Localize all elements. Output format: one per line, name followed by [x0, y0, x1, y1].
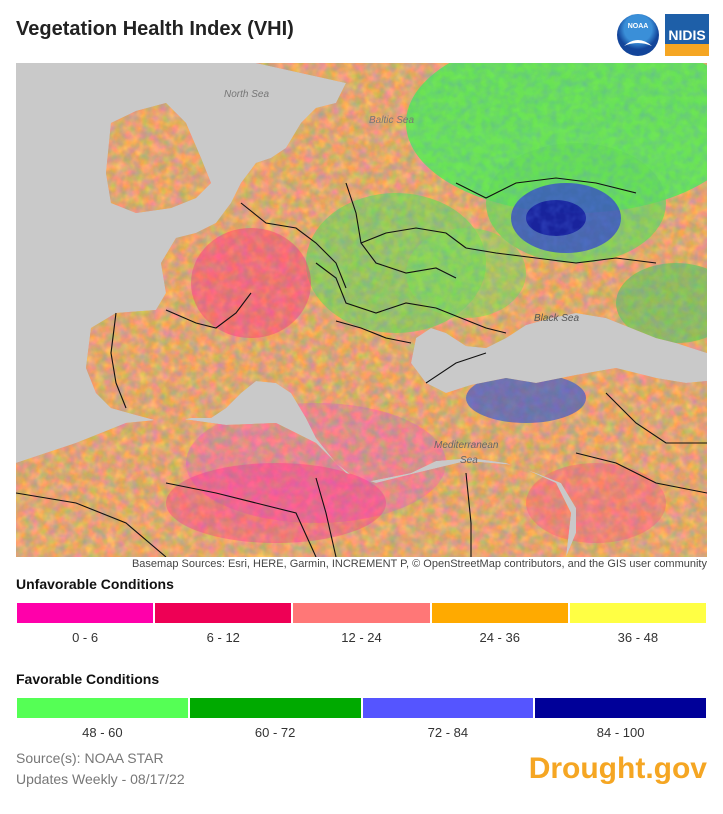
legend-label-72-84: 72 - 84: [427, 725, 469, 740]
legend-label-36-48: 36 - 48: [617, 630, 659, 645]
nidis-logo-bar: [665, 44, 709, 56]
unfavorable-legend-swatches: [16, 602, 708, 624]
legend-swatch-6-12: [154, 602, 293, 624]
map-attribution: Basemap Sources: Esri, HERE, Garmin, INC…: [131, 558, 707, 570]
unfavorable-legend-labels: 0 - 6 6 - 12 12 - 24 24 - 36 36 - 48: [16, 630, 707, 645]
favorable-legend-swatches: [16, 697, 707, 719]
nidis-logo-text: NIDIS: [668, 27, 706, 43]
legend-swatch-0-6: [16, 602, 155, 624]
legend-label-12-24: 12 - 24: [341, 630, 382, 645]
map-label-mediterranean: Mediterranean: [434, 440, 499, 451]
favorable-legend-labels: 48 - 60 60 - 72 72 - 84 84 - 100: [16, 725, 707, 740]
map-label-mediterranean-sea: Sea: [460, 455, 478, 466]
country-borders: [16, 177, 707, 557]
noaa-logo-text: NOAA: [627, 23, 649, 30]
legend-swatch-24-36: [430, 602, 569, 624]
noaa-bird-icon: [624, 40, 652, 46]
legend-swatch-72-84: [361, 697, 535, 719]
legend-label-24-36: 24 - 36: [479, 630, 520, 645]
map-label-baltic-sea: Baltic Sea: [369, 115, 414, 126]
source-text: Source(s): NOAA STAR: [16, 750, 164, 766]
unfavorable-legend-title: Unfavorable Conditions: [16, 576, 174, 592]
drought-gov-brand[interactable]: Drought.gov: [528, 752, 707, 785]
vhi-map[interactable]: North Sea Baltic Sea Black Sea Mediterra…: [16, 63, 707, 557]
logos: NOAA NIDIS: [617, 14, 709, 56]
map-canvas: North Sea Baltic Sea Black Sea Mediterra…: [16, 63, 707, 557]
legend-swatch-84-100: [534, 697, 707, 719]
legend-label-6-12: 6 - 12: [206, 630, 240, 645]
updates-text: Updates Weekly - 08/17/22: [16, 771, 185, 787]
legend-label-60-72: 60 - 72: [254, 725, 296, 740]
favorable-legend-title: Favorable Conditions: [16, 671, 160, 687]
map-label-north-sea: North Sea: [224, 89, 269, 100]
legend-swatch-36-48: [568, 602, 708, 624]
noaa-logo[interactable]: NOAA: [617, 14, 659, 56]
page-title: Vegetation Health Index (VHI): [16, 18, 294, 40]
legend-label-48-60: 48 - 60: [82, 725, 123, 740]
nidis-logo[interactable]: NIDIS: [665, 14, 709, 56]
legend-label-84-100: 84 - 100: [596, 725, 645, 740]
map-label-black-sea: Black Sea: [534, 313, 579, 324]
legend-swatch-48-60: [16, 697, 189, 719]
legend-swatch-12-24: [292, 602, 431, 624]
legend-swatch-60-72: [188, 697, 362, 719]
legend-label-0-6: 0 - 6: [72, 630, 99, 645]
